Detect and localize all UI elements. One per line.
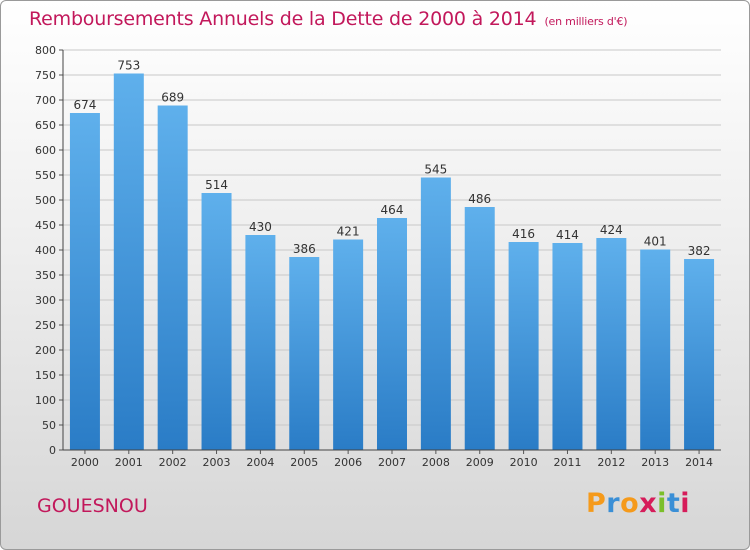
bar-value-label: 414: [556, 228, 579, 242]
x-tick-label: 2014: [685, 456, 713, 469]
brand-letter: x: [639, 488, 658, 519]
bar-2012: [596, 238, 627, 450]
brand-letter: P: [586, 488, 607, 519]
y-tick-label: 700: [35, 94, 56, 107]
bar-2010: [508, 242, 539, 450]
bar-2007: [377, 218, 407, 450]
y-tick-label: 450: [35, 219, 56, 232]
proxiti-logo: Proxiti: [586, 488, 690, 519]
x-tick-label: 2008: [422, 456, 450, 469]
chart-title-text: Remboursements Annuels de la Dette de 20…: [29, 8, 537, 30]
bar-2011: [552, 243, 583, 450]
bar-value-label: 421: [337, 225, 360, 239]
x-tick-label: 2010: [510, 456, 538, 469]
bar-value-label: 424: [600, 223, 623, 237]
bar-value-label: 430: [249, 220, 272, 234]
x-tick-label: 2001: [115, 456, 143, 469]
y-tick-label: 800: [35, 44, 56, 57]
bar-value-label: 674: [73, 98, 96, 112]
bar-2014: [684, 259, 715, 450]
brand-letter: t: [666, 488, 681, 519]
brand-letter: r: [606, 488, 621, 519]
brand-letter: i: [657, 488, 667, 519]
y-tick-label: 50: [42, 419, 56, 432]
chart-title: Remboursements Annuels de la Dette de 20…: [29, 8, 628, 30]
bar-2003: [201, 193, 232, 450]
location-label: GOUESNOU: [37, 495, 148, 517]
bar-2001: [113, 73, 144, 450]
bar-value-label: 486: [468, 192, 491, 206]
y-tick-label: 100: [35, 394, 56, 407]
x-tick-label: 2011: [553, 456, 581, 469]
bar-value-label: 416: [512, 227, 535, 241]
bar-2013: [640, 249, 671, 450]
y-tick-label: 400: [35, 244, 56, 257]
x-tick-label: 2004: [246, 456, 274, 469]
bar-value-label: 382: [688, 244, 711, 258]
y-tick-label: 250: [35, 319, 56, 332]
bar-value-label: 464: [381, 203, 404, 217]
y-tick-label: 500: [35, 194, 56, 207]
bar-value-label: 386: [293, 242, 316, 256]
y-tick-label: 150: [35, 369, 56, 382]
x-tick-label: 2005: [290, 456, 318, 469]
bar-2009: [464, 207, 495, 450]
y-tick-label: 550: [35, 169, 56, 182]
x-tick-label: 2003: [203, 456, 231, 469]
brand-letter: i: [680, 488, 691, 519]
y-tick-label: 750: [35, 69, 56, 82]
y-tick-label: 200: [35, 344, 56, 357]
chart-unit: (en milliers d'€): [544, 15, 628, 28]
x-tick-label: 2002: [159, 456, 187, 469]
x-tick-label: 2000: [71, 456, 99, 469]
bar-2004: [245, 235, 276, 450]
brand-letter: o: [620, 488, 640, 519]
axis-layer: 0 50 100 150 200 250 300 350 400 450 500 550 600 650 7…: [35, 44, 721, 469]
x-tick-label: 2009: [466, 456, 494, 469]
y-tick-label: 600: [35, 144, 56, 157]
bar-2008: [420, 177, 451, 450]
bar-value-label: 545: [424, 163, 447, 177]
x-tick-label: 2006: [334, 456, 362, 469]
bar-2006: [333, 239, 364, 450]
y-tick-label: 0: [49, 444, 56, 457]
bar-value-label: 753: [117, 59, 140, 73]
y-tick-label: 350: [35, 269, 56, 282]
y-tick-label: 300: [35, 294, 56, 307]
bar-value-label: 514: [205, 178, 228, 192]
bar-2002: [157, 105, 188, 450]
bars-layer: 674 753 689 514 430 386 421 464 545 486 416 414 424 4…: [69, 59, 715, 450]
y-tick-label: 650: [35, 119, 56, 132]
x-tick-label: 2012: [597, 456, 625, 469]
bar-value-label: 689: [161, 91, 184, 105]
x-tick-label: 2013: [641, 456, 669, 469]
bar-2005: [289, 257, 320, 450]
bar-2000: [69, 113, 100, 450]
x-tick-label: 2007: [378, 456, 406, 469]
bar-value-label: 401: [644, 235, 667, 249]
